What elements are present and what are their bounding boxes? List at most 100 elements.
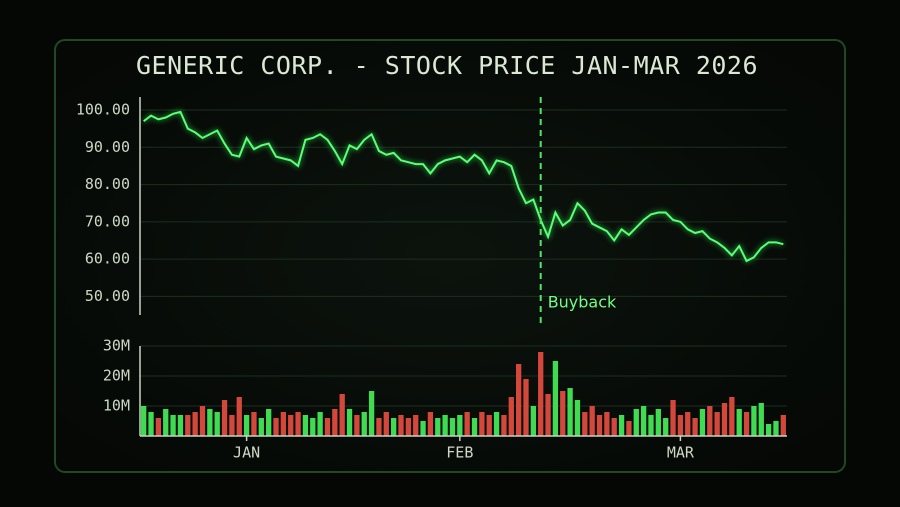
volume-bar (663, 418, 669, 436)
volume-bar (618, 415, 625, 436)
annotation-label: Buyback (548, 293, 617, 312)
volume-bar (743, 412, 750, 436)
volume-bar (376, 418, 382, 436)
volume-bar (310, 418, 316, 436)
volume-bar (221, 400, 228, 436)
volume-bar (243, 415, 250, 436)
chart-title: GENERIC CORP. - STOCK PRICE JAN-MAR 2026 (136, 51, 758, 80)
volume-bar (493, 412, 500, 436)
volume-bar (273, 418, 279, 436)
volume-bar (611, 418, 617, 436)
volume-bar (486, 415, 492, 436)
volume-bar (207, 409, 213, 436)
volume-bar (332, 409, 338, 436)
y-tick-label: 20M (103, 367, 130, 385)
volume-bar (479, 412, 485, 436)
y-tick-label: 30M (103, 337, 130, 355)
volume-bar (229, 415, 235, 436)
volume-bar (236, 397, 242, 436)
y-tick-label: 50.00 (85, 287, 130, 305)
volume-bar (457, 415, 463, 436)
volume-bar (596, 415, 603, 436)
volume-bar (515, 364, 522, 436)
volume-bar (155, 418, 162, 436)
volume-bar (141, 406, 147, 436)
y-tick-label: 60.00 (85, 250, 130, 268)
x-tick-label: MAR (667, 444, 695, 462)
volume-bar (574, 400, 581, 436)
volume-bar (251, 412, 257, 436)
volume-bar (685, 412, 691, 436)
volume-bar (729, 397, 735, 436)
volume-bar (714, 412, 720, 436)
volume-bar (648, 415, 654, 436)
volume-bar (368, 391, 375, 436)
y-tick-label: 10M (103, 397, 130, 415)
volume-bar (604, 412, 610, 436)
volume-bar (464, 412, 470, 436)
volume-bar (640, 406, 647, 436)
volume-bar (185, 415, 191, 436)
plot-area: 50.00 60.00 70.00 80.00 90.00 100.00 10M 20M 30M… (76, 97, 787, 462)
volume-bar (163, 409, 169, 436)
volume-bar (383, 412, 389, 436)
x-tick-label: JAN (233, 444, 260, 462)
volume-bar (339, 394, 345, 436)
y-tick-label: 80.00 (85, 175, 130, 193)
volume-bar (361, 412, 367, 436)
volume-bar (582, 412, 588, 436)
volume-bar (560, 391, 566, 436)
volume-bar (552, 361, 559, 436)
volume-bar (471, 418, 478, 436)
volume-bar (567, 388, 573, 436)
volume-bar (427, 412, 434, 436)
volume-bar (442, 415, 448, 436)
volume-bar (773, 421, 779, 436)
volume-bar (288, 415, 294, 436)
volume-bar (780, 415, 786, 436)
volume-bar (420, 421, 426, 436)
volume-bar (354, 415, 360, 436)
volume-bar (508, 397, 514, 436)
y-tick-label: 70.00 (85, 212, 130, 230)
volume-bar (523, 379, 529, 436)
volume-bar (435, 418, 441, 436)
volume-bar (324, 418, 331, 436)
volume-bar (177, 415, 184, 436)
volume-bar (692, 418, 698, 436)
volume-bar (170, 415, 176, 436)
volume-bar (449, 418, 456, 436)
price-line (143, 110, 784, 263)
volume-bar (391, 418, 397, 436)
volume-bar (214, 412, 220, 436)
volume-bar (589, 406, 595, 436)
volume-bar (346, 409, 353, 436)
x-tick-label: FEB (446, 444, 473, 462)
volume-bar (192, 412, 198, 436)
volume-bar (633, 409, 639, 436)
volume-bar (670, 400, 676, 436)
volume-bar (413, 415, 419, 436)
volume-bar (258, 418, 264, 436)
volume-bar (707, 406, 713, 436)
y-tick-label: 90.00 (85, 138, 130, 156)
volume-bar (280, 412, 287, 436)
volume-bar (765, 424, 772, 436)
volume-bar (538, 352, 544, 436)
volume-bar (405, 418, 412, 436)
volume-bar (699, 409, 706, 436)
y-tick-label: 100.00 (76, 101, 130, 119)
volume-bar (530, 406, 536, 436)
volume-bar (266, 409, 272, 436)
volume-bar (501, 415, 507, 436)
volume-bar (545, 394, 551, 436)
volume-bar (317, 412, 323, 436)
volume-bar (721, 403, 728, 436)
volume-bar (199, 406, 206, 436)
volume-bar (751, 406, 757, 436)
volume-bar (398, 415, 404, 436)
volume-bar (736, 409, 742, 436)
volume-bar (148, 412, 154, 436)
volume-bar (758, 403, 764, 436)
